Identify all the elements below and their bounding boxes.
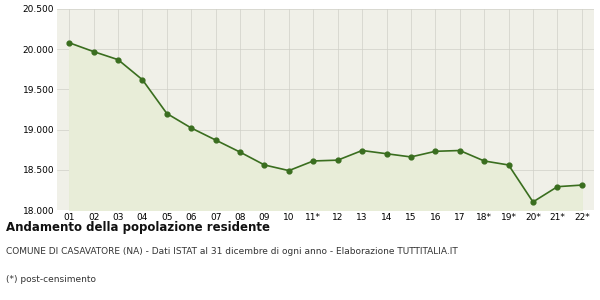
Point [89, 49, 98, 54]
Point [308, 159, 318, 164]
Point [479, 159, 489, 164]
Point [528, 200, 538, 204]
Point [333, 158, 343, 163]
Point [284, 168, 293, 173]
Point [504, 163, 514, 167]
Point [113, 57, 123, 62]
Point [358, 148, 367, 153]
Point [406, 154, 416, 159]
Text: Andamento della popolazione residente: Andamento della popolazione residente [6, 220, 270, 233]
Point [577, 183, 587, 188]
Text: (*) post-censimento: (*) post-censimento [6, 274, 96, 284]
Point [162, 111, 172, 116]
Point [553, 184, 562, 189]
Point [211, 138, 220, 142]
Point [382, 151, 391, 156]
Point [187, 126, 196, 130]
Point [137, 77, 147, 82]
Point [260, 163, 269, 167]
Point [235, 150, 245, 154]
Point [455, 148, 464, 153]
Point [64, 40, 74, 45]
Text: COMUNE DI CASAVATORE (NA) - Dati ISTAT al 31 dicembre di ogni anno - Elaborazion: COMUNE DI CASAVATORE (NA) - Dati ISTAT a… [6, 248, 458, 256]
Point [431, 149, 440, 154]
